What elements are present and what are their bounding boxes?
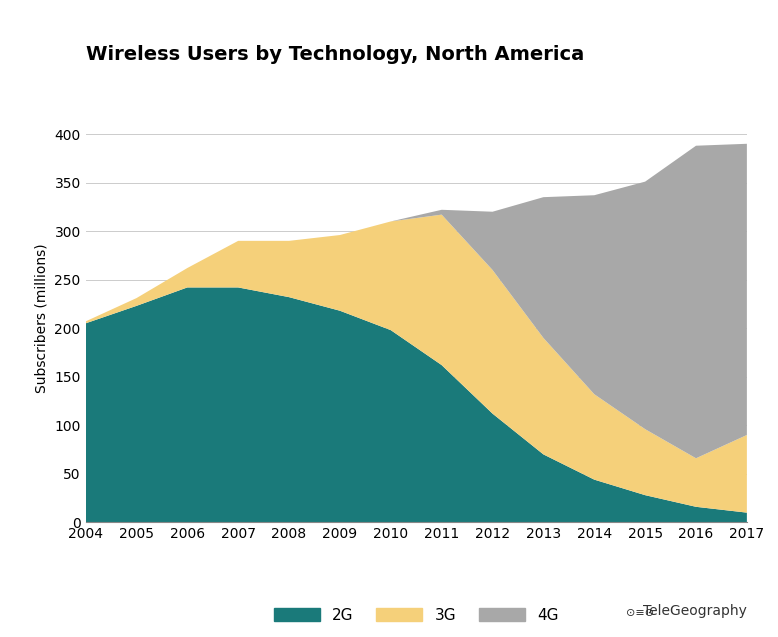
Text: TeleGeography: TeleGeography [643,604,747,618]
Legend: 2G, 3G, 4G: 2G, 3G, 4G [268,601,565,629]
Y-axis label: Subscribers (millions): Subscribers (millions) [35,244,49,393]
Text: Wireless Users by Technology, North America: Wireless Users by Technology, North Amer… [86,45,584,64]
Text: ⊙≡⊙: ⊙≡⊙ [626,608,654,618]
